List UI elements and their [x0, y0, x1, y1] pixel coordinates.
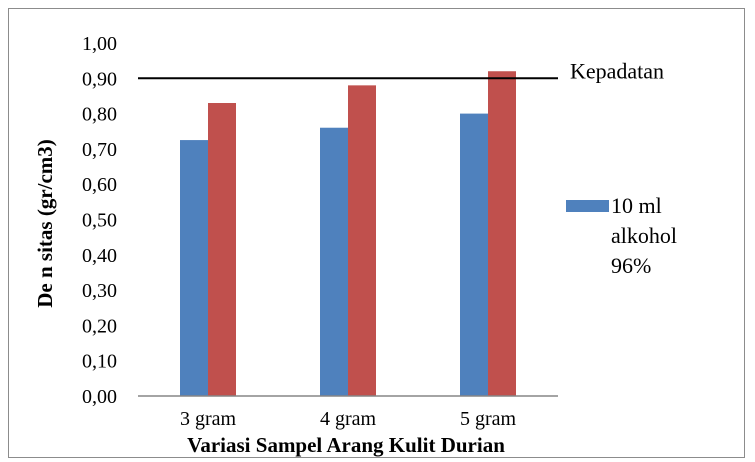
bar-series-1 — [320, 127, 348, 396]
legend-swatch — [566, 200, 609, 212]
x-axis-title: Variasi Sampel Arang Kulit Durian — [187, 433, 505, 457]
bar-series-1 — [180, 140, 208, 396]
x-tick-label: 4 gram — [320, 408, 377, 430]
x-tick-label: 3 gram — [180, 408, 237, 430]
y-tick-label: 0,40 — [82, 245, 117, 267]
bars — [180, 71, 516, 397]
y-axis-title: De n sitas (gr/cm3) — [33, 139, 57, 308]
reference-line-label: Kepadatan — [570, 58, 664, 83]
x-tick-labels: 3 gram 4 gram 5 gram — [180, 408, 517, 430]
legend-label-line-1: 10 ml — [611, 193, 662, 218]
y-tick-label: 0,30 — [82, 280, 117, 302]
x-tick-label: 5 gram — [460, 408, 517, 430]
y-tick-label: 0,00 — [82, 386, 117, 408]
chart-frame — [8, 8, 745, 458]
y-tick-labels: 0,00 0,10 0,20 0,30 0,40 0,50 0,60 0,70 0,80 0,90… — [82, 33, 117, 408]
y-tick-label: 0,90 — [82, 68, 117, 90]
legend-label-line-3: 96% — [611, 253, 651, 278]
bar-series-2 — [488, 71, 516, 397]
bar-series-2 — [208, 103, 236, 396]
bar-series-2 — [348, 85, 376, 397]
bar-series-1 — [460, 113, 488, 396]
y-tick-label: 0,60 — [82, 174, 117, 196]
y-tick-label: 0,50 — [82, 210, 117, 232]
y-tick-label: 0,10 — [82, 351, 117, 373]
y-tick-label: 0,70 — [82, 139, 117, 161]
y-tick-label: 1,00 — [82, 33, 117, 55]
y-tick-label: 0,80 — [82, 104, 117, 126]
y-tick-label: 0,20 — [82, 315, 117, 337]
legend-label-line-2: alkohol — [611, 223, 677, 248]
